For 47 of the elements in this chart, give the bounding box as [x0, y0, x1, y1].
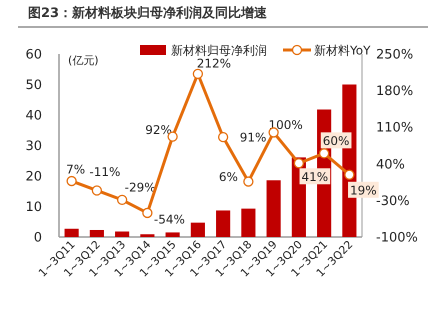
bar — [115, 232, 130, 237]
point — [344, 170, 355, 180]
y2-tick-label: 180% — [376, 84, 414, 100]
y2-tick-label: -30% — [376, 194, 410, 209]
bar — [166, 232, 180, 237]
bar — [64, 228, 79, 237]
chart-title: 图23：新材料板块归母净利润及同比增速 — [28, 5, 268, 21]
point — [66, 176, 77, 186]
point — [192, 68, 204, 80]
bar — [190, 222, 205, 237]
bar — [90, 230, 104, 237]
y2-tick-label: 40% — [376, 157, 405, 172]
data-label: 92% — [145, 123, 172, 138]
y-tick-label: 60 — [25, 48, 42, 62]
point — [218, 132, 228, 142]
data-label: 7% — [66, 162, 86, 177]
point — [294, 158, 304, 168]
data-label: 212% — [196, 56, 232, 70]
y-tick-label: 40 — [25, 108, 42, 124]
bar — [140, 234, 154, 237]
point — [243, 176, 254, 187]
data-label: 91% — [240, 130, 266, 145]
point — [318, 148, 330, 158]
data-label: -29% — [124, 180, 156, 194]
y-tick-label: 10 — [25, 200, 42, 215]
legend-label: 新材料归母净利润 — [171, 44, 267, 58]
point — [92, 185, 102, 196]
bar — [241, 208, 256, 237]
bar — [266, 180, 281, 237]
data-label: 19% — [350, 183, 377, 198]
point — [142, 208, 153, 218]
y-tick-label: 0 — [34, 230, 42, 246]
bar — [216, 210, 230, 237]
legend-label: 新材料YoY — [314, 44, 372, 58]
y-axis-title: (亿元) — [68, 54, 99, 67]
data-label: -11% — [89, 164, 120, 179]
y-tick-label: 30 — [25, 139, 42, 154]
point — [116, 194, 128, 206]
data-label: -54% — [154, 212, 185, 226]
y2-tick-label: -100% — [376, 230, 418, 246]
y2-tick-label: 110% — [376, 120, 414, 136]
y-tick-label: 20 — [25, 170, 42, 184]
data-label: 60% — [322, 134, 350, 148]
data-label: 6% — [218, 170, 238, 184]
y2-tick-label: 250% — [376, 48, 414, 62]
data-label: 41% — [302, 170, 328, 184]
y-tick-label: 50 — [25, 78, 42, 93]
